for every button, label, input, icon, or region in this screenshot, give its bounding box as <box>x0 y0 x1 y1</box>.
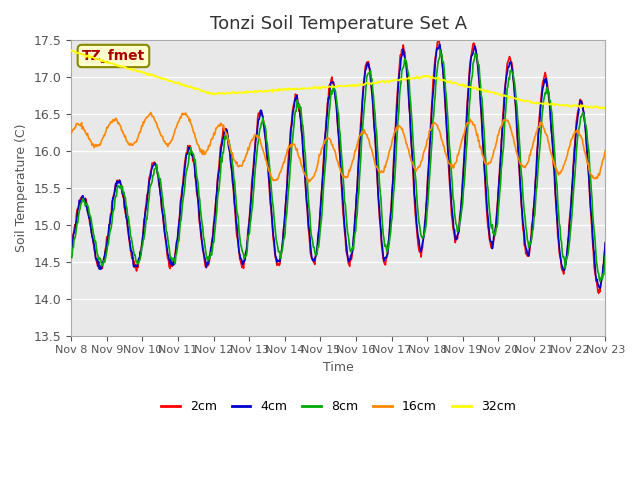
Y-axis label: Soil Temperature (C): Soil Temperature (C) <box>15 124 28 252</box>
Legend: 2cm, 4cm, 8cm, 16cm, 32cm: 2cm, 4cm, 8cm, 16cm, 32cm <box>156 395 520 418</box>
X-axis label: Time: Time <box>323 361 354 374</box>
Title: Tonzi Soil Temperature Set A: Tonzi Soil Temperature Set A <box>210 15 467 33</box>
Text: TZ_fmet: TZ_fmet <box>82 49 145 63</box>
